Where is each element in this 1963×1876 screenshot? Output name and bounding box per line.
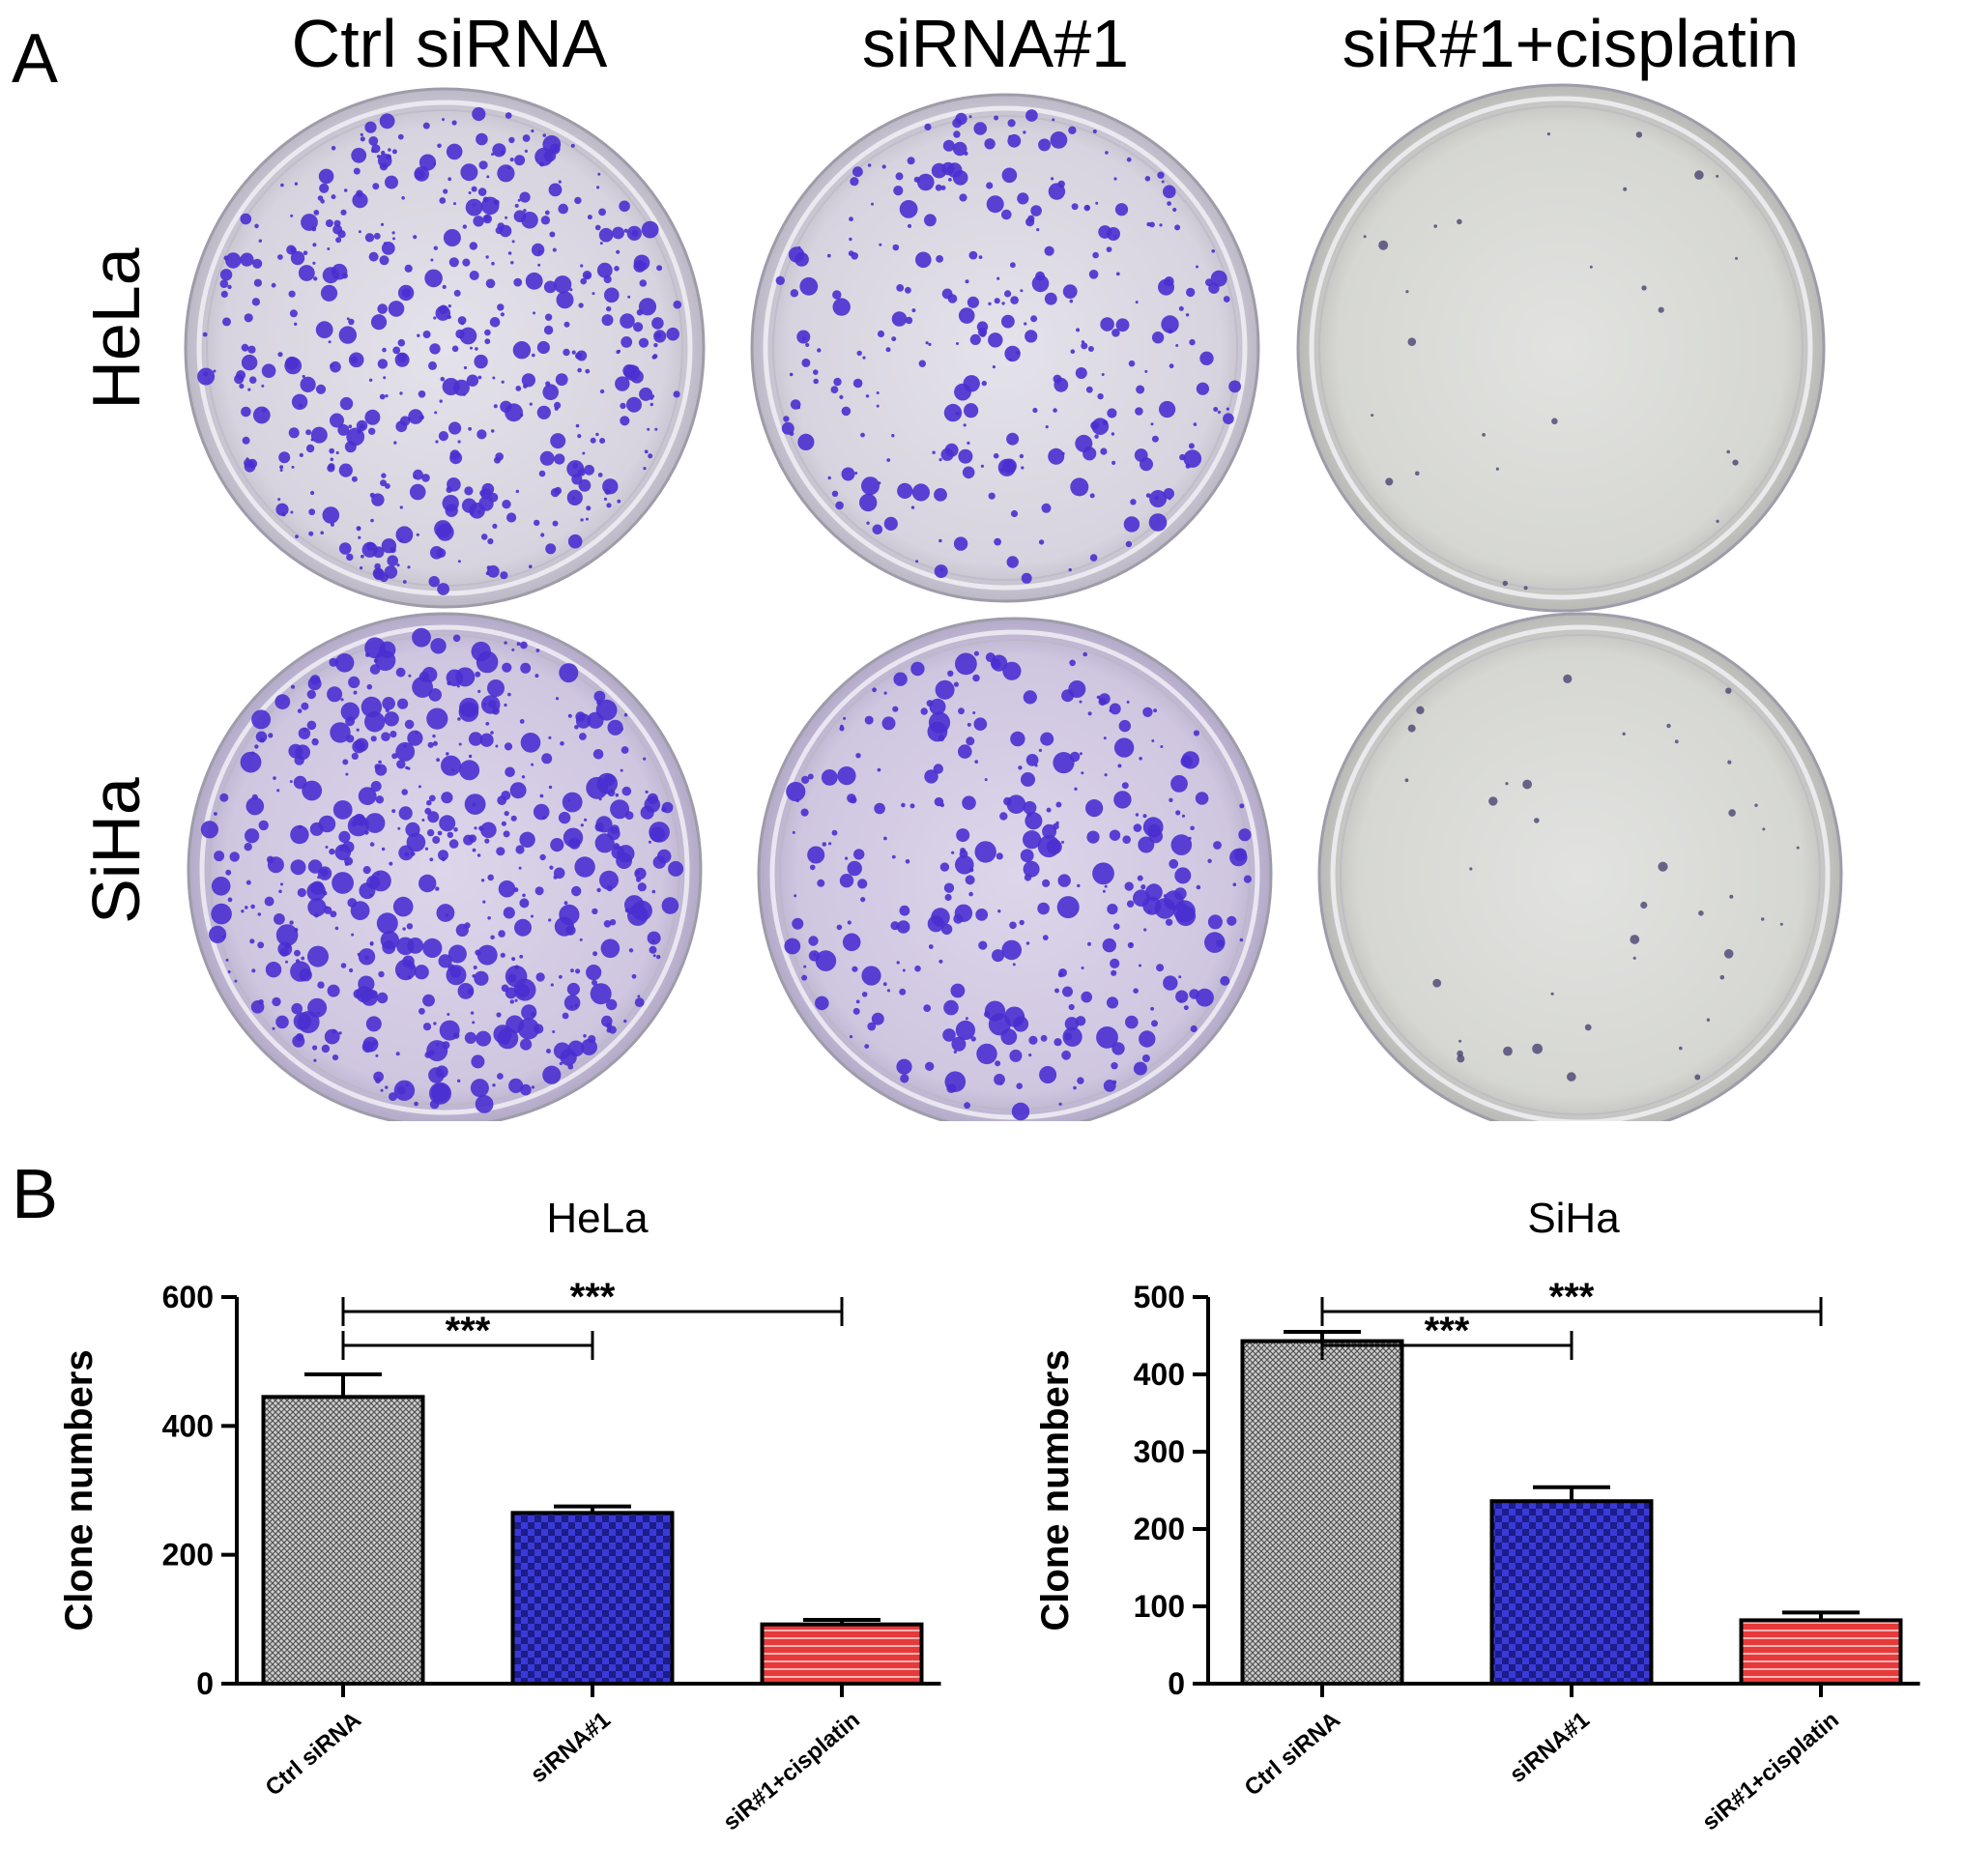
x-tick-label: siRNA#1: [1505, 1707, 1595, 1788]
bar-sirna-1: [1489, 1499, 1654, 1686]
significance-label: ***: [570, 1276, 616, 1318]
y-tick-label: 400: [1134, 1357, 1185, 1392]
column-label-ctrl-sirna: Ctrl siRNA: [291, 6, 608, 81]
chart-hela: HeLa Clone numbers 0 200 400 600 Ctrl siRNA siR…: [58, 1195, 941, 1835]
y-tick-label: 100: [1134, 1589, 1185, 1624]
dish-hela-ctrl: [184, 87, 706, 609]
significance-label: ***: [1549, 1276, 1595, 1318]
y-tick-label: 300: [1134, 1434, 1185, 1469]
panel-letter-b: B: [12, 1156, 59, 1233]
x-tick-label: Ctrl siRNA: [261, 1707, 366, 1802]
colony-dish-photographs: [184, 83, 1843, 1121]
dish-siha-sirna1: [757, 617, 1273, 1121]
panel-letter-a: A: [12, 20, 59, 98]
bar-sir-1-cisplatin: [1739, 1618, 1903, 1687]
y-tick-label: 600: [162, 1280, 214, 1314]
y-axis-label: Clone numbers: [1034, 1349, 1077, 1631]
y-tick-label: 500: [1134, 1280, 1185, 1314]
chart-title: HeLa: [546, 1195, 649, 1242]
significance-label: ***: [446, 1310, 491, 1352]
x-tick-label: siRNA#1: [526, 1707, 616, 1788]
bar-sirna-1: [510, 1511, 675, 1687]
y-tick-label: 0: [196, 1666, 214, 1701]
dish-hela-cisplatin: [1296, 83, 1826, 613]
dish-siha-ctrl: [187, 612, 703, 1121]
y-tick-label: 200: [1134, 1512, 1185, 1546]
chart-title: SiHa: [1527, 1195, 1620, 1242]
dish-siha-cisplatin: [1317, 612, 1843, 1121]
bar-sir-1-cisplatin: [760, 1622, 924, 1686]
chart-siha: SiHa Clone numbers 0 100 200 300 400 500 Ctrl si…: [1034, 1195, 1920, 1835]
bar-ctrl-sirna: [261, 1395, 425, 1687]
significance-label: ***: [1425, 1310, 1470, 1352]
y-tick-label: 400: [162, 1408, 214, 1443]
x-tick-label: siR#1+cisplatin: [1697, 1707, 1844, 1835]
column-label-sirna1: siRNA#1: [861, 6, 1130, 81]
y-tick-label: 200: [162, 1538, 214, 1573]
bar-ctrl-sirna: [1240, 1339, 1404, 1686]
column-label-sir1-cisplatin: siR#1+cisplatin: [1342, 6, 1800, 81]
x-tick-label: siR#1+cisplatin: [718, 1707, 865, 1835]
y-tick-label: 0: [1168, 1666, 1185, 1701]
x-tick-label: Ctrl siRNA: [1240, 1707, 1345, 1802]
y-axis-label: Clone numbers: [58, 1349, 101, 1631]
dish-hela-sirna1: [750, 93, 1260, 603]
